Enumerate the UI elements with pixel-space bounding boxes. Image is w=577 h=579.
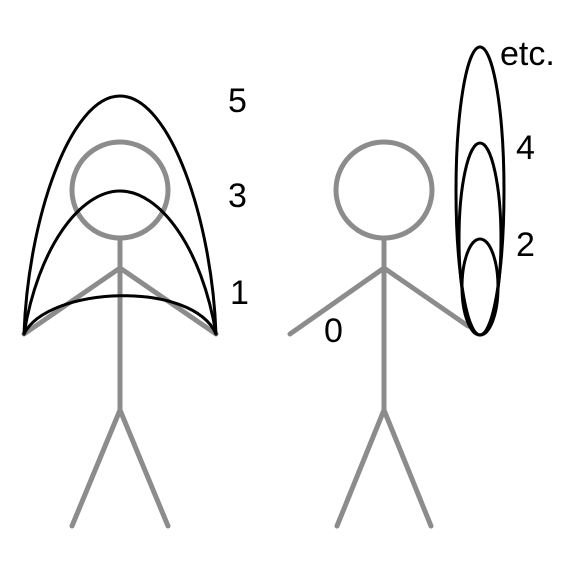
loop-swing-etc (454, 45, 506, 337)
label-five: 5 (228, 82, 247, 120)
right-figure-head (333, 139, 435, 241)
label-two: 2 (516, 226, 535, 264)
right-stick-figure (287, 139, 471, 529)
right-figure-right-arm (381, 265, 471, 329)
arc-swing-three (22, 189, 218, 336)
diagram-labels: 5 3 1 0 2 4 etc. (228, 35, 555, 350)
right-figure-left-leg (334, 407, 387, 529)
left-figure-right-leg (117, 407, 171, 529)
left-figure-arcs (22, 94, 218, 336)
left-figure-left-leg (69, 407, 123, 529)
left-stick-figure (21, 139, 219, 529)
right-figure-right-leg (381, 407, 434, 529)
right-figure-loops (454, 45, 506, 337)
label-three: 3 (228, 177, 247, 215)
label-zero: 0 (324, 312, 343, 350)
label-etc: etc. (500, 35, 555, 73)
arc-swing-five (22, 94, 218, 336)
label-one: 1 (230, 274, 249, 312)
label-four: 4 (516, 129, 535, 167)
right-figure-left-arm (287, 265, 387, 337)
arc-swing-one (22, 294, 218, 336)
